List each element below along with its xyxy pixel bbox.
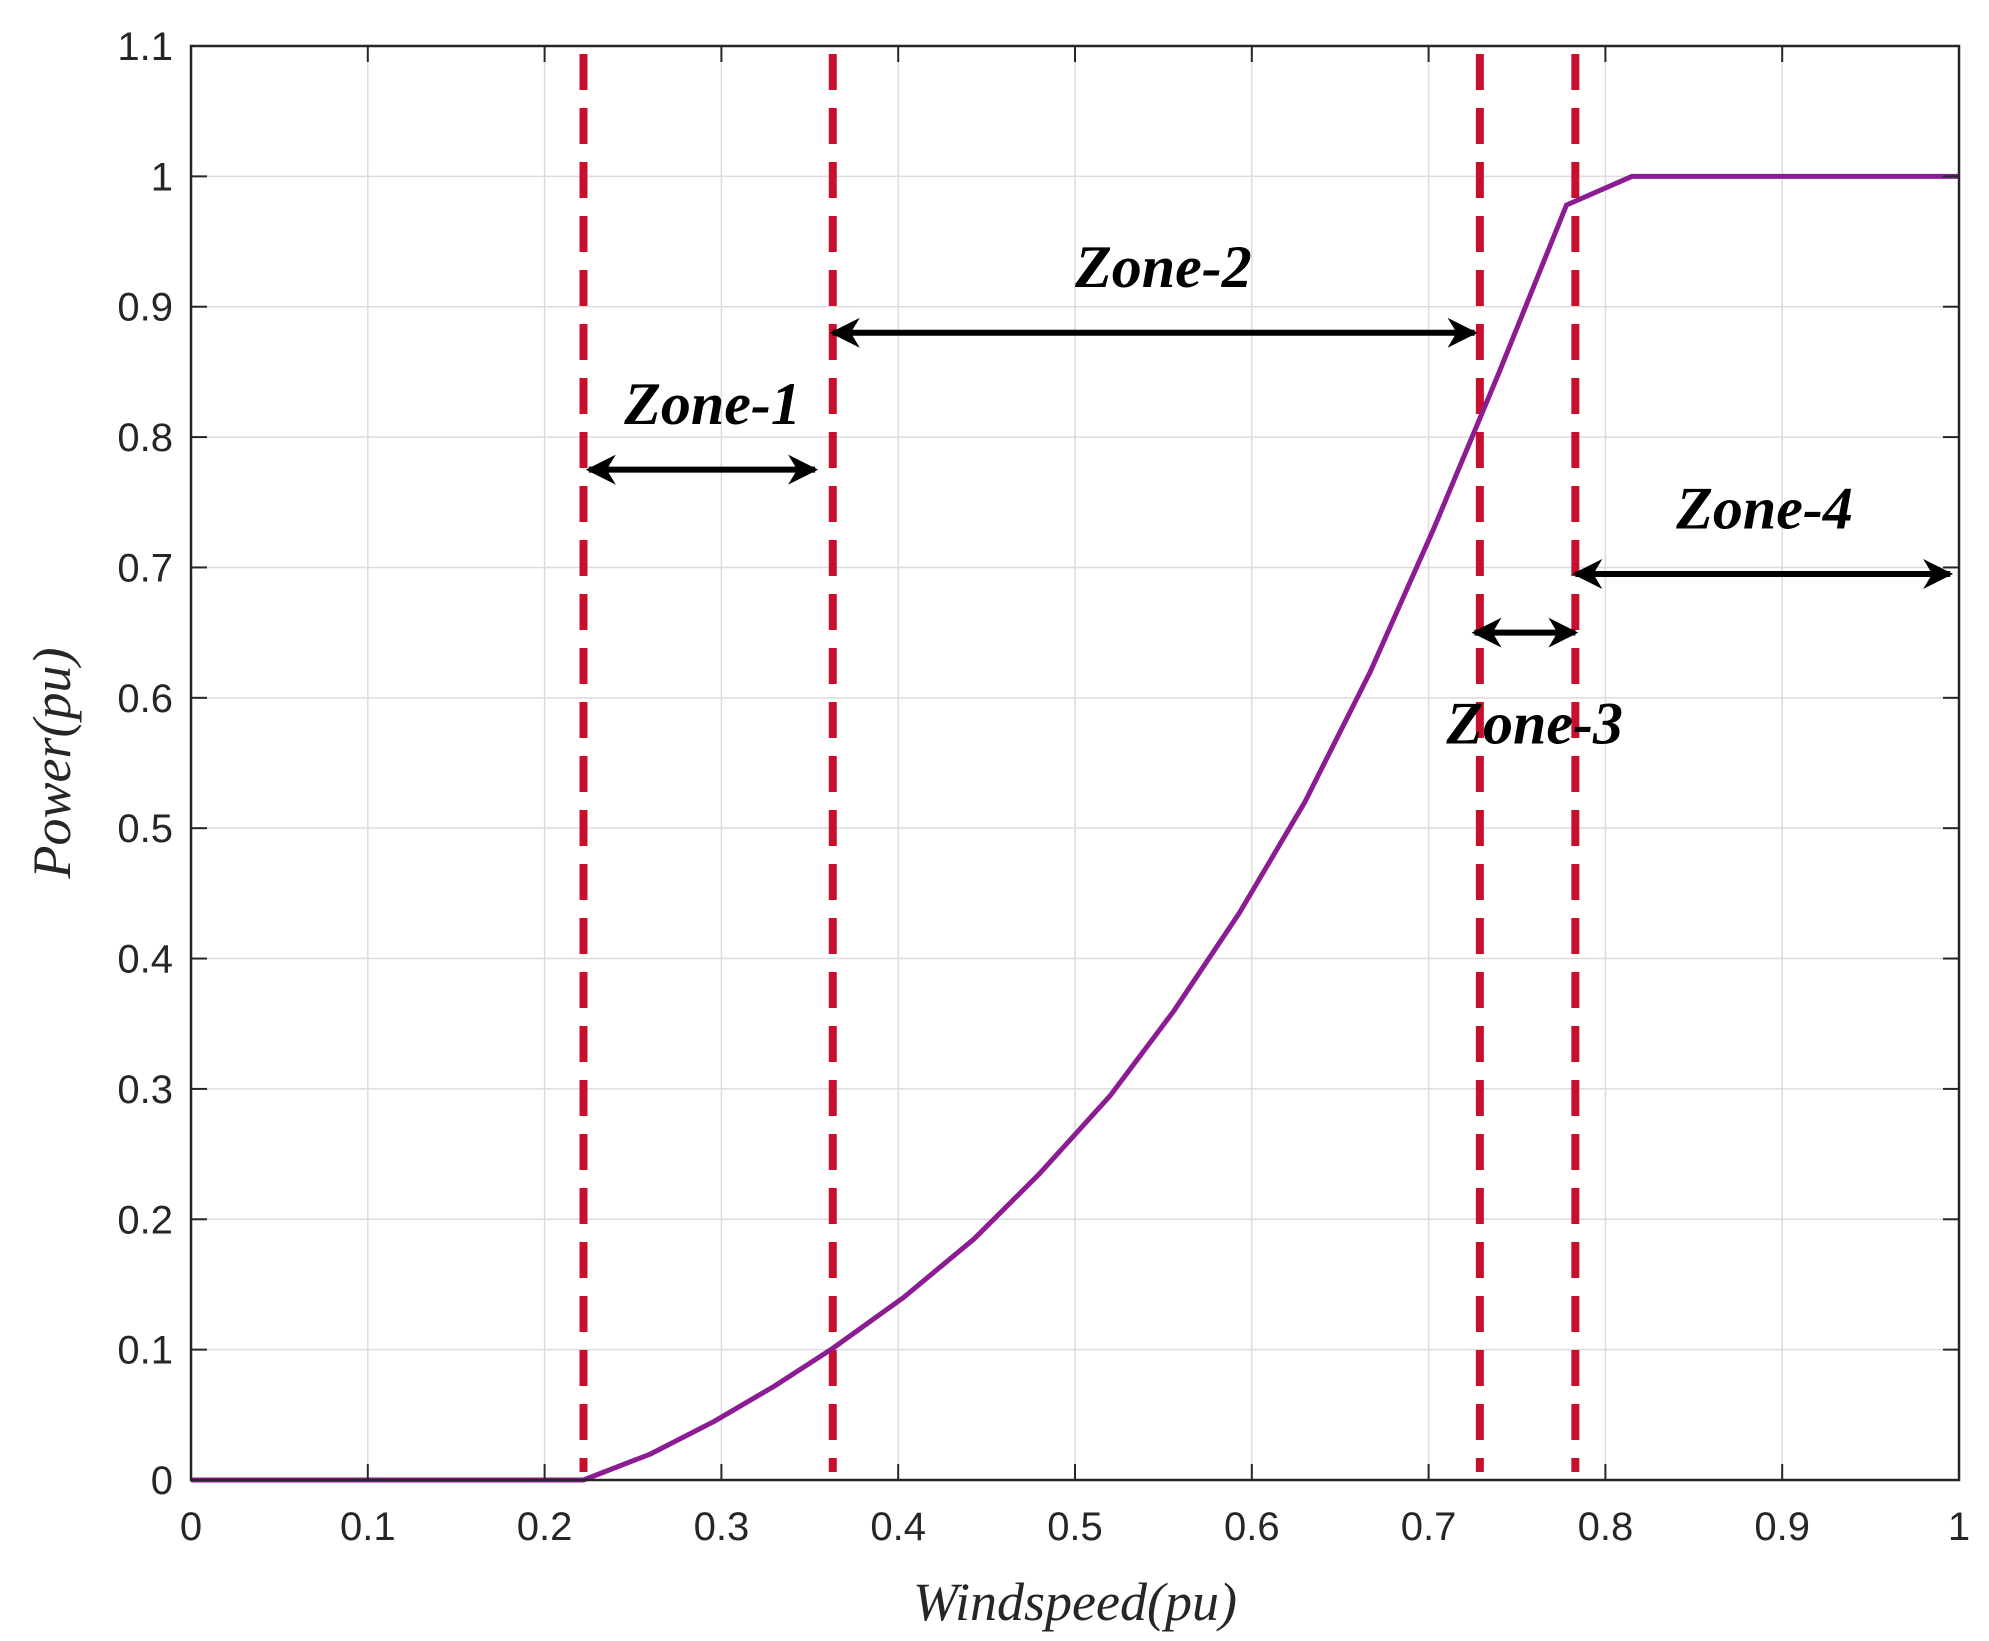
x-tick-label: 1 <box>1948 1505 1970 1549</box>
x-tick-label: 0.6 <box>1224 1505 1280 1549</box>
x-tick-label: 0 <box>180 1505 202 1549</box>
zone-label: Zone-1 <box>623 371 801 437</box>
zone-label: Zone-2 <box>1074 234 1252 300</box>
x-tick-label: 0.8 <box>1578 1505 1634 1549</box>
zone-annotations: Zone-1 Zone-2 Zone-3 Zone-4 <box>585 234 1954 756</box>
y-tick-label: 0.2 <box>117 1198 173 1242</box>
zone-label: Zone-3 <box>1445 690 1623 756</box>
x-tick-label: 0.4 <box>870 1505 926 1549</box>
y-tick-label: 1 <box>151 155 173 199</box>
y-tick-label: 0 <box>151 1459 173 1503</box>
power-curve-line <box>191 173 1959 1483</box>
y-tick-label: 1.1 <box>117 25 173 69</box>
y-tick-label: 0.4 <box>117 938 173 982</box>
ticks: 0 0.1 0.2 0.3 0.4 0.5 0.6 0.7 0.8 0.9 1 0 0.1 0.2 0.3 0… <box>117 25 1970 1549</box>
y-tick-label: 0.7 <box>117 546 173 590</box>
y-tick-label: 0.9 <box>117 286 173 330</box>
y-tick-label: 0.1 <box>117 1329 173 1373</box>
x-tick-label: 0.3 <box>694 1505 750 1549</box>
x-tick-label: 0.1 <box>340 1505 396 1549</box>
x-tick-label: 0.2 <box>517 1505 573 1549</box>
zone-boundaries <box>579 54 1580 1472</box>
y-tick-label: 0.5 <box>117 807 173 851</box>
x-tick-label: 0.9 <box>1754 1505 1810 1549</box>
y-tick-label: 0.3 <box>117 1068 173 1112</box>
x-tick-label: 0.7 <box>1401 1505 1457 1549</box>
y-tick-label: 0.8 <box>117 416 173 460</box>
zone-label: Zone-4 <box>1675 475 1853 541</box>
x-tick-label: 0.5 <box>1047 1505 1103 1549</box>
y-axis-title: Power(pu) <box>22 648 82 880</box>
x-axis-title: Windspeed(pu) <box>913 1572 1237 1632</box>
series-layer <box>191 173 1959 1483</box>
y-tick-label: 0.6 <box>117 677 173 721</box>
